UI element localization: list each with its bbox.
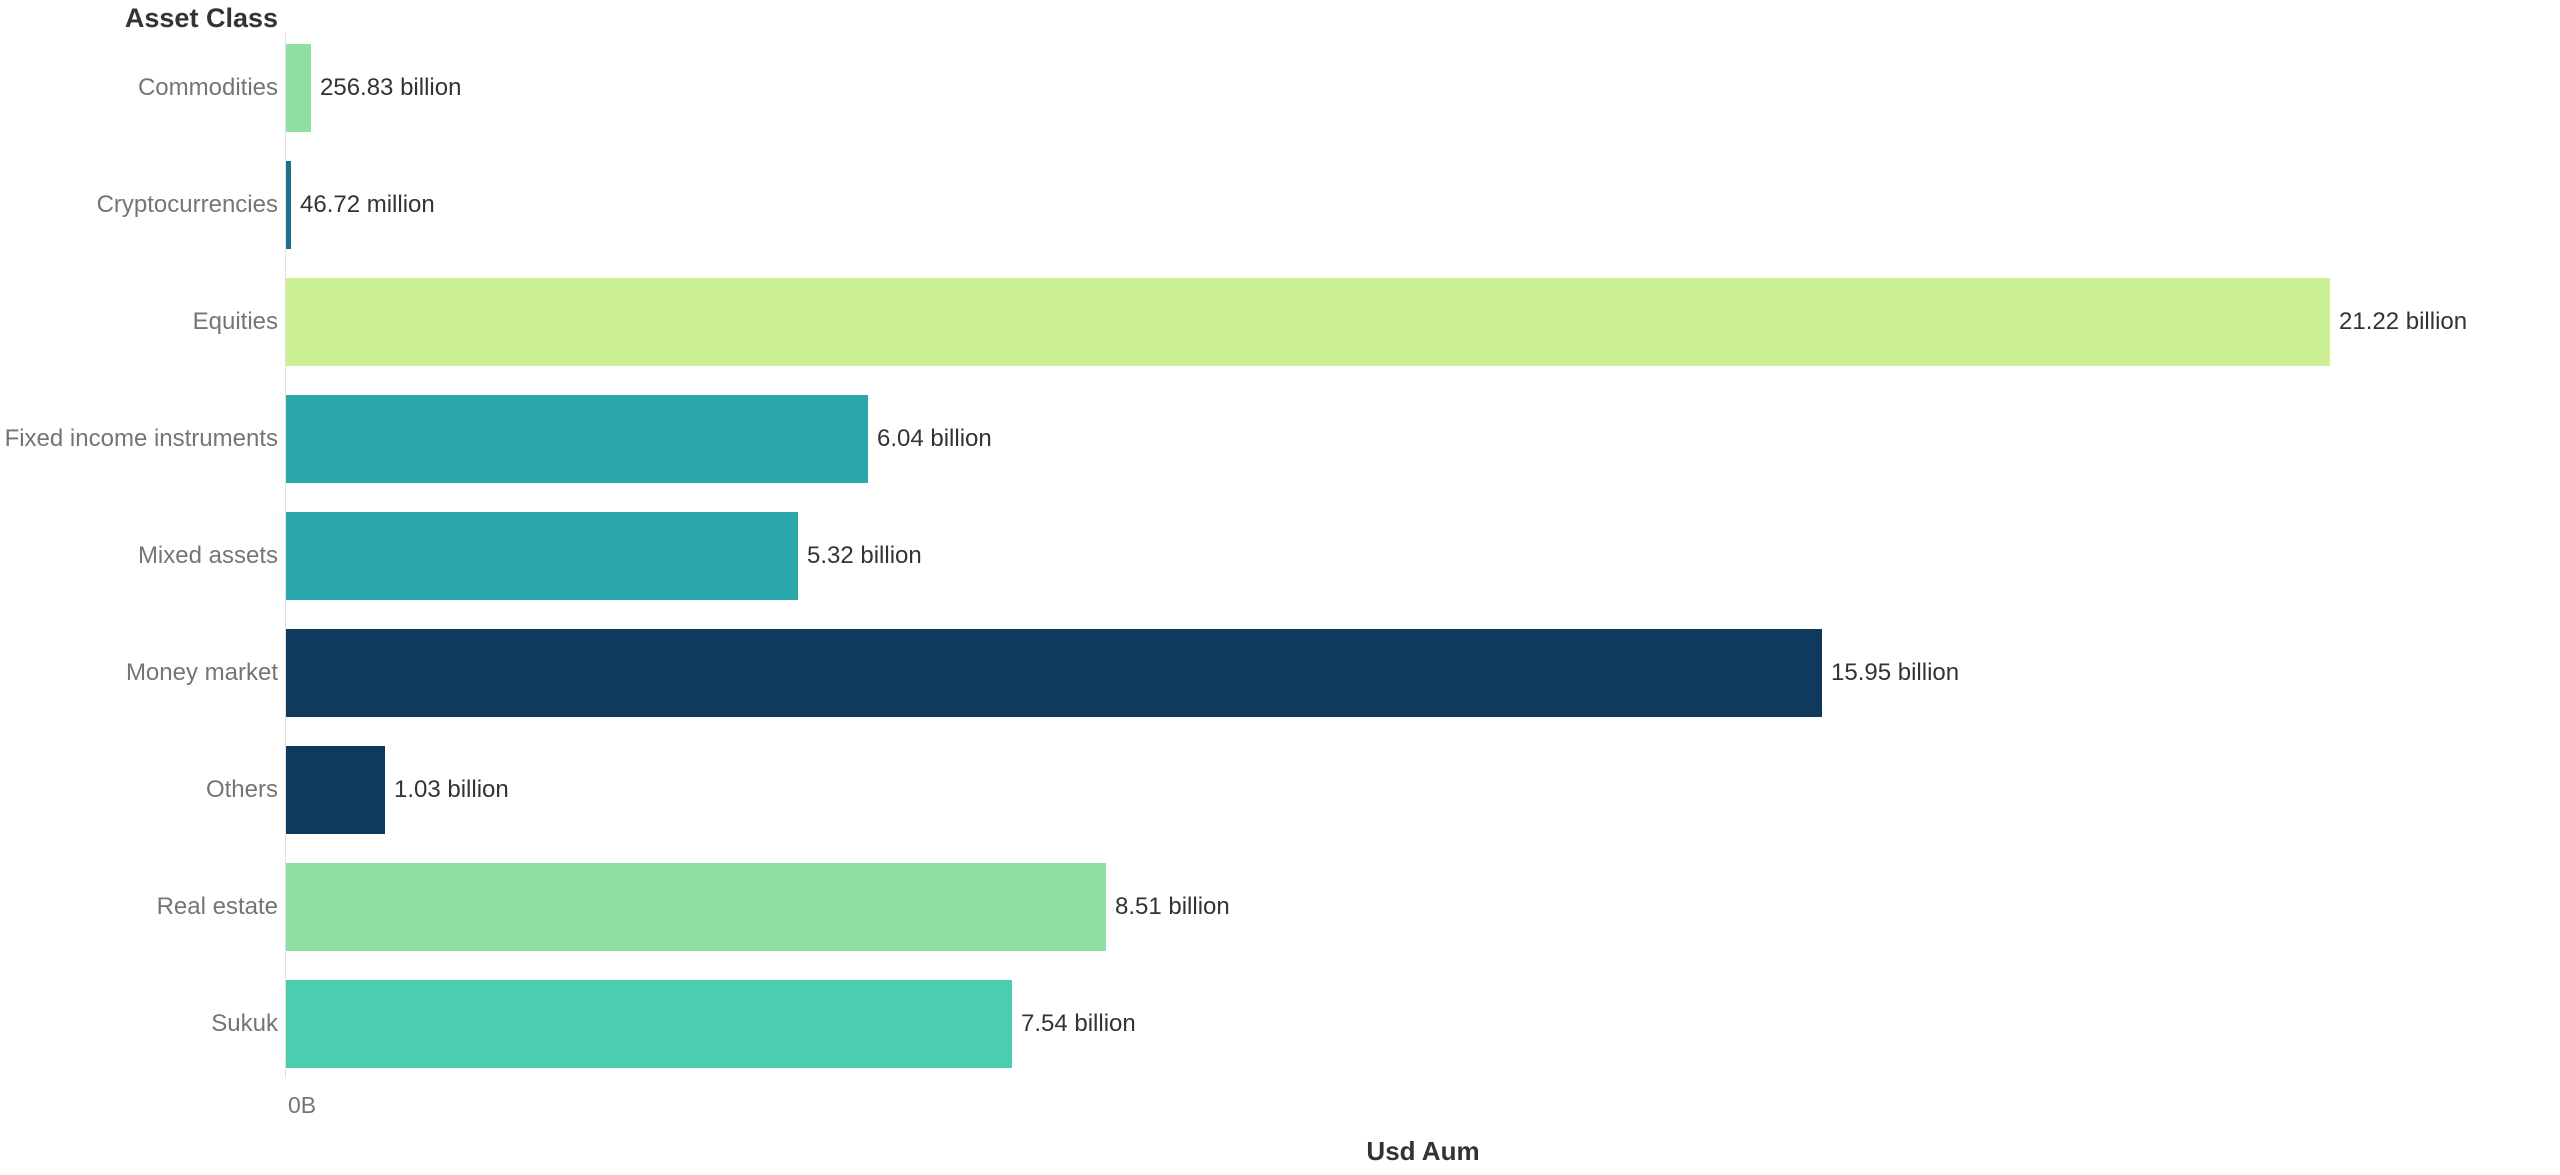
- category-label-mixed-assets: Mixed assets: [137, 542, 278, 569]
- value-label-cryptocurrencies: 46.72 million: [300, 191, 435, 218]
- bar-commodities[interactable]: [286, 44, 311, 132]
- bar-equities[interactable]: [286, 278, 2330, 366]
- value-label-mixed-assets: 5.32 billion: [807, 542, 922, 569]
- bar-cryptocurrencies[interactable]: [286, 161, 291, 249]
- bar-fixed-income-instruments[interactable]: [286, 395, 868, 483]
- category-label-real-estate: Real estate: [156, 893, 278, 920]
- category-label-others: Others: [205, 776, 278, 803]
- bar-mixed-assets[interactable]: [286, 512, 798, 600]
- y-axis-line: [285, 33, 286, 1078]
- value-label-others: 1.03 billion: [394, 776, 509, 803]
- bar-others[interactable]: [286, 746, 385, 834]
- value-label-fixed-income-instruments: 6.04 billion: [877, 425, 992, 452]
- value-label-equities: 21.22 billion: [2339, 308, 2468, 335]
- category-label-equities: Equities: [192, 308, 278, 335]
- category-label-cryptocurrencies: Cryptocurrencies: [96, 191, 278, 218]
- value-label-real-estate: 8.51 billion: [1115, 893, 1230, 920]
- category-label-money-market: Money market: [125, 659, 278, 686]
- category-label-sukuk: Sukuk: [211, 1010, 278, 1037]
- bar-money-market[interactable]: [286, 629, 1822, 717]
- value-label-money-market: 15.95 billion: [1831, 659, 1960, 686]
- category-label-commodities: Commodities: [137, 74, 278, 101]
- chart-title: Asset Class: [124, 3, 278, 33]
- bar-real-estate[interactable]: [286, 863, 1106, 951]
- x-axis-title: Usd Aum: [1366, 1136, 1480, 1166]
- value-label-sukuk: 7.54 billion: [1021, 1010, 1136, 1037]
- value-label-commodities: 256.83 billion: [320, 74, 462, 101]
- x-axis-tick-zero: 0B: [288, 1092, 317, 1118]
- category-label-fixed-income-instruments: Fixed income instruments: [4, 425, 278, 452]
- bar-sukuk[interactable]: [286, 980, 1012, 1068]
